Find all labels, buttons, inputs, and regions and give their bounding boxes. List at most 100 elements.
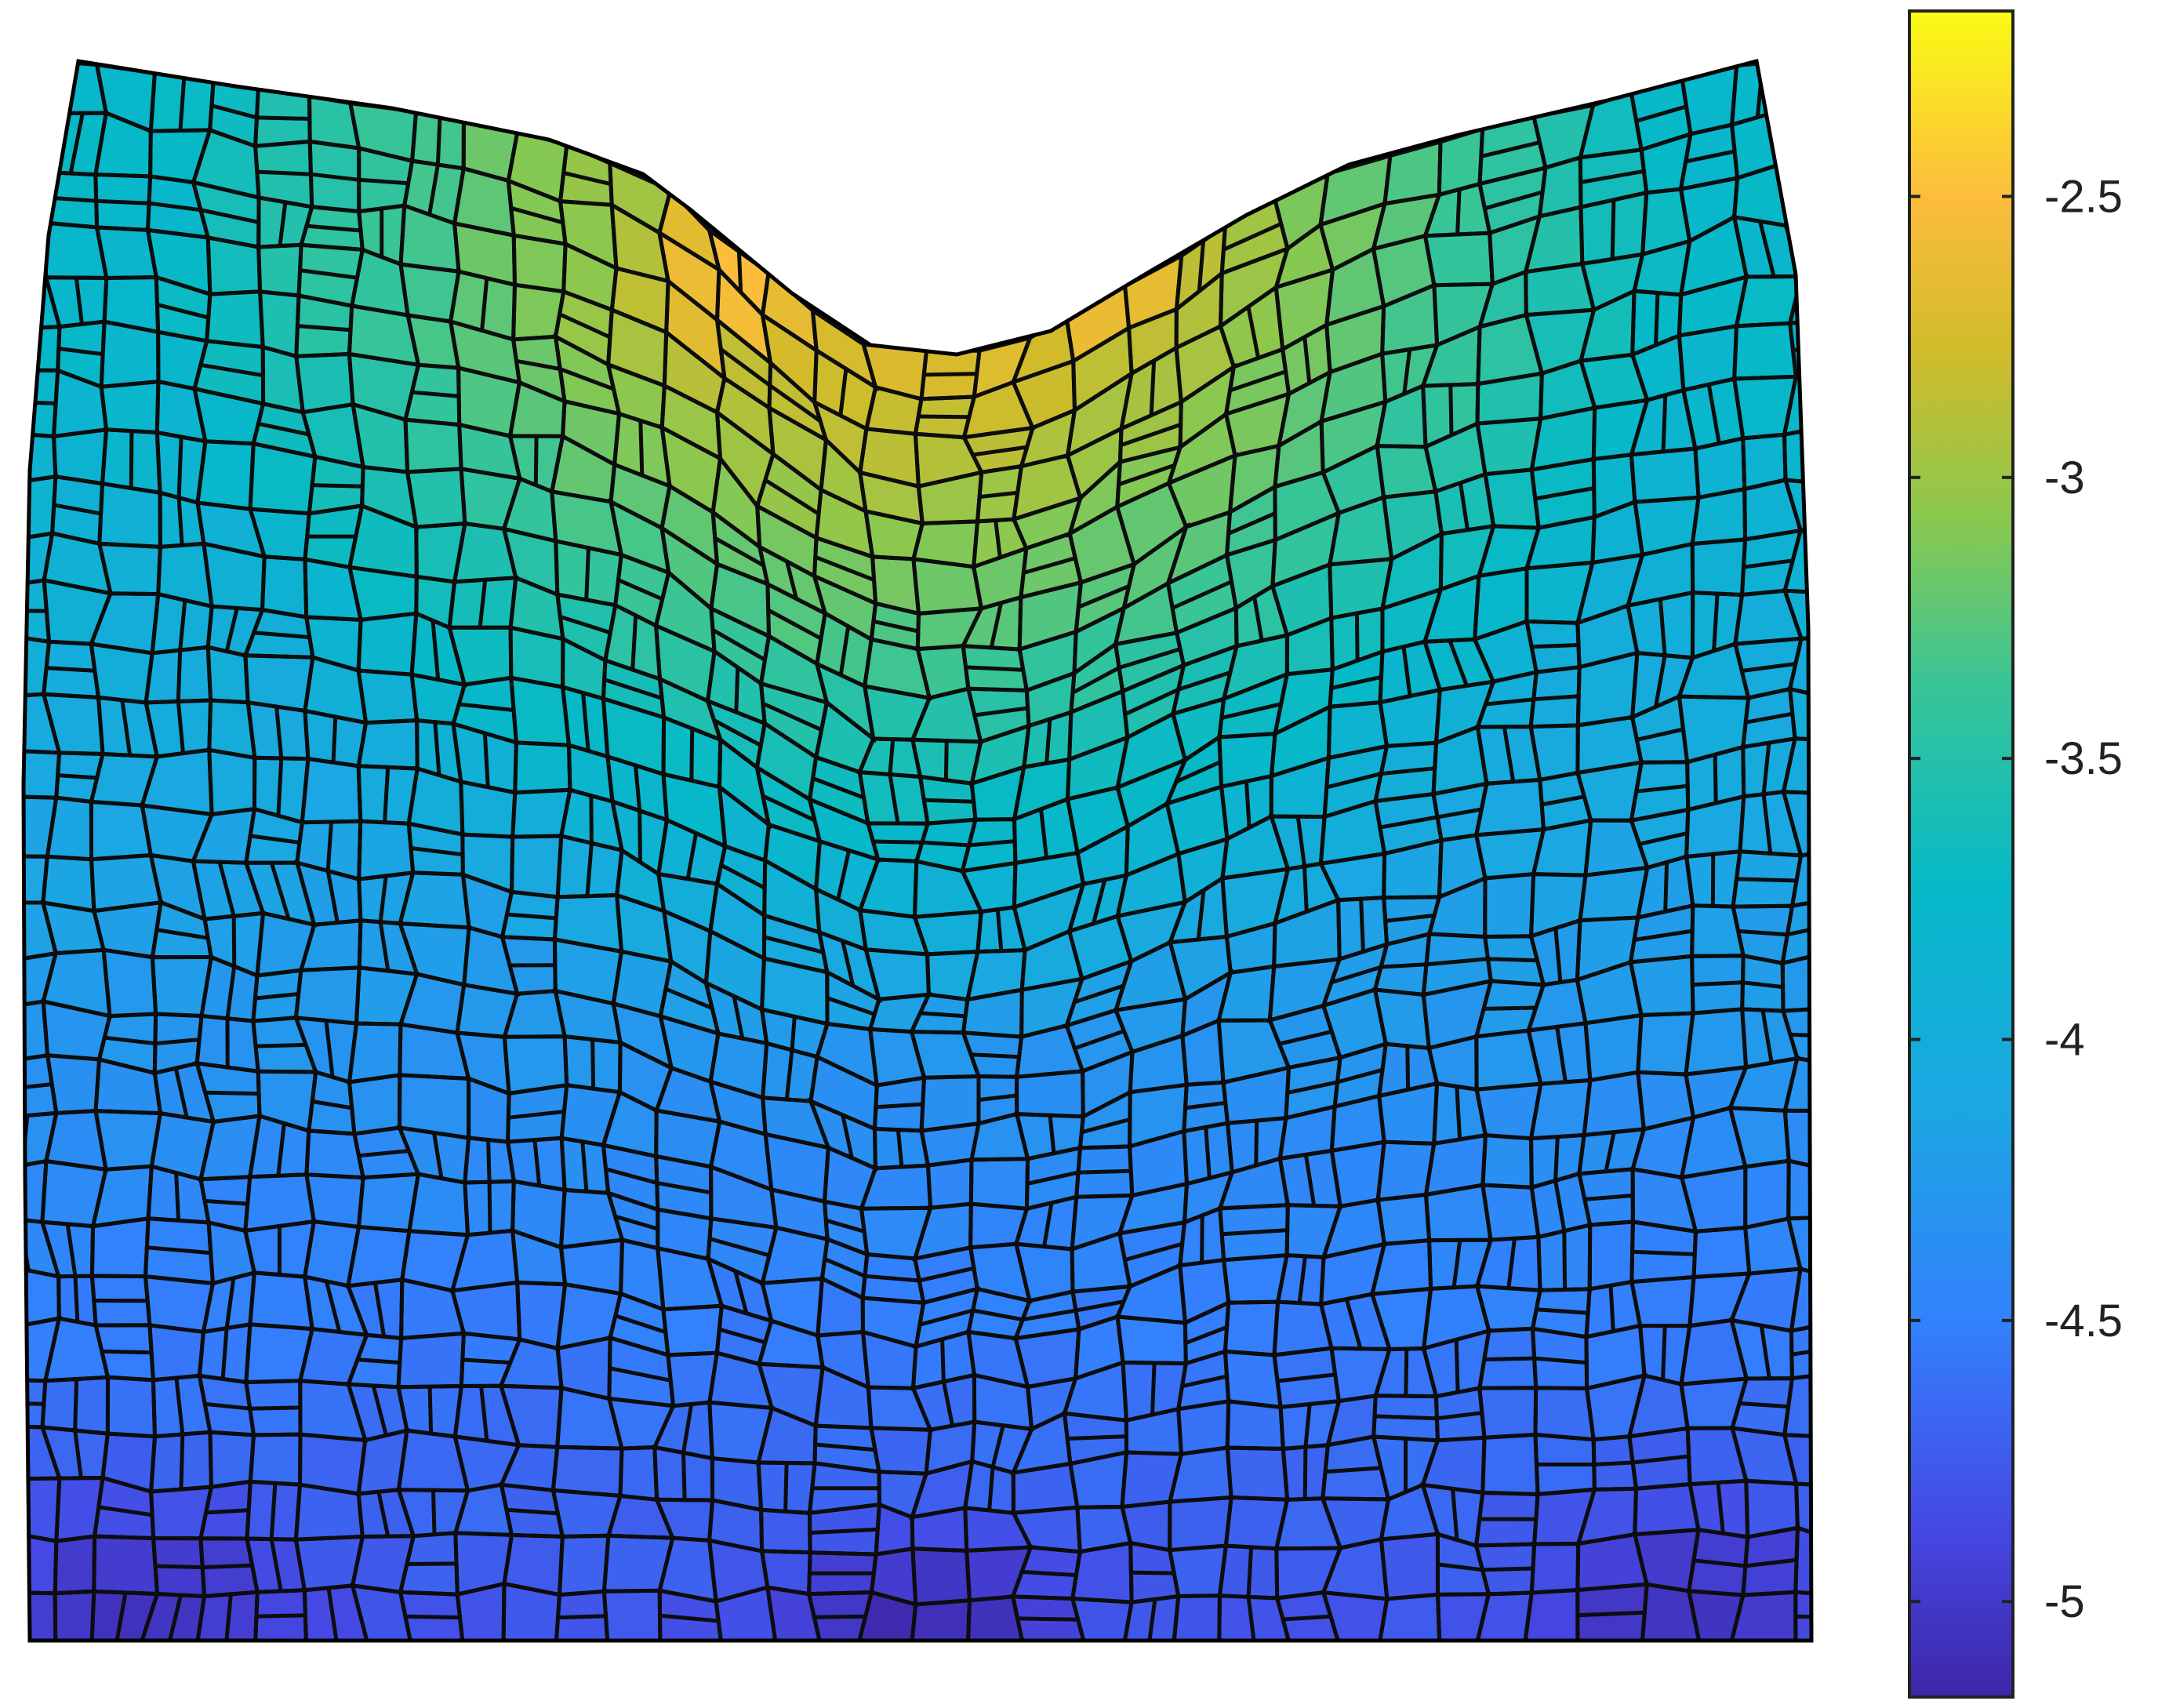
mesh-subdivision-edge (256, 169, 311, 176)
mesh-cell (198, 503, 265, 557)
mesh-subdivision-edge (1795, 294, 1811, 302)
mesh-cell (555, 291, 612, 365)
mesh-cell (208, 647, 249, 703)
mesh-cell (1582, 254, 1643, 311)
mesh-subdivision-edge (1451, 1240, 1462, 1288)
mesh-subdivision-edge (1042, 1202, 1054, 1248)
mesh-cell (558, 1337, 611, 1399)
mesh-subdivision-edge (53, 503, 102, 516)
mesh-subdivision-edge (278, 202, 288, 246)
mesh-cell (1422, 326, 1480, 387)
mesh-cell (764, 860, 819, 932)
mesh-cell (24, 1264, 60, 1330)
mesh-cell (1321, 402, 1386, 473)
mesh-cell-edge (1274, 1590, 1341, 1641)
mesh-cell (1226, 923, 1275, 973)
mesh-cell (1321, 801, 1385, 864)
mesh-cell (1531, 1080, 1590, 1139)
mesh-subdivision-edge (1454, 1339, 1460, 1393)
mesh-cell (1178, 838, 1227, 903)
mesh-subdivision-edge (989, 602, 1004, 649)
mesh-cell-edge (765, 1585, 823, 1641)
mesh-cell (1170, 878, 1227, 943)
mesh-subdivision-edge (427, 1386, 434, 1434)
mesh-subdivision-edge (888, 774, 900, 824)
mesh-cell (401, 1230, 468, 1291)
mesh-cell (24, 796, 56, 857)
mesh-subdivision-edge (479, 1386, 489, 1441)
mesh-cell (1383, 896, 1440, 945)
mesh-subdivision-edge (825, 1218, 865, 1234)
mesh-cell (24, 171, 46, 227)
mesh-cell (154, 1014, 202, 1074)
mesh-cell (1322, 1498, 1389, 1548)
mesh-cell (1331, 1142, 1385, 1207)
mesh-subdivision-edge (1553, 1136, 1560, 1181)
mesh-cell (1169, 1546, 1226, 1597)
mesh-cell-edge (1782, 588, 1811, 641)
mesh-cell (1274, 472, 1339, 540)
mesh-cell (657, 1248, 722, 1310)
mesh-subdivision-edge (178, 600, 187, 651)
mesh-cell (659, 1538, 717, 1601)
mesh-cell (42, 856, 94, 911)
mesh-subdivision-edge (1685, 149, 1735, 164)
mesh-cell (917, 645, 968, 699)
mesh-subdivision-edge (761, 794, 816, 823)
mesh-cell (514, 742, 570, 793)
mesh-cell (974, 1375, 1032, 1430)
mesh-cell-edge (1729, 1590, 1798, 1641)
mesh-subdivision-edge (1124, 1241, 1183, 1263)
mesh-cell (1169, 1497, 1232, 1550)
mesh-cell-edge (1782, 1056, 1811, 1113)
mesh-cell (979, 1076, 1017, 1124)
mesh-cell (1694, 1227, 1749, 1277)
mesh-cell (555, 990, 621, 1043)
mesh-subdivision-edge (761, 701, 823, 732)
mesh-subdivision-edge (224, 1594, 233, 1641)
mesh-cell (1124, 256, 1182, 329)
mesh-cell (1117, 447, 1181, 507)
mesh-cell (1120, 402, 1182, 462)
mesh-subdivision-edge (1480, 140, 1541, 158)
mesh-subdivision-edge (1120, 423, 1182, 448)
mesh-cell (810, 1101, 876, 1168)
mesh-cell (1692, 489, 1746, 544)
mesh-subdivision-edge (1071, 666, 1121, 695)
mesh-cell (24, 750, 60, 798)
mesh-cell (717, 846, 765, 916)
mesh-cell-edge (1070, 1596, 1135, 1641)
mesh-subdivision-edge (713, 718, 762, 747)
mesh-cell (300, 920, 361, 971)
mesh-cell-edge (1781, 790, 1811, 858)
mesh-cell (347, 1279, 402, 1339)
mesh-cell (817, 1332, 869, 1388)
mesh-cell (209, 750, 255, 815)
mesh-cell (1225, 1302, 1278, 1355)
mesh-cell (1578, 1488, 1637, 1544)
mesh-cell (1634, 1484, 1698, 1535)
mesh-cell-edge (1787, 634, 1811, 703)
mesh-cell (1067, 787, 1128, 853)
mesh-cell (449, 627, 511, 685)
mesh-subdivision-edge (154, 1564, 203, 1570)
mesh-cell (613, 951, 671, 1016)
mesh-cell (604, 1590, 660, 1641)
mesh-cell (662, 528, 718, 609)
mesh-cell (358, 1174, 419, 1231)
mesh-subdivision-edge (581, 692, 590, 751)
mesh-cell (1072, 1233, 1130, 1292)
mesh-subdivision-edge (300, 268, 358, 280)
mesh-subdivision-edge (888, 739, 896, 775)
mesh-cell (1067, 373, 1132, 456)
mesh-subdivision-edge (1302, 866, 1309, 912)
mesh-cell (1329, 497, 1392, 565)
mesh-cell (296, 354, 354, 412)
mesh-cell (1067, 737, 1128, 799)
mesh-subdivision-edge (709, 1237, 770, 1258)
mesh-subdivision-edge (1150, 1362, 1157, 1415)
mesh-subdivision-edge (45, 666, 96, 673)
mesh-cell (1383, 491, 1442, 559)
mesh-subdivision-edge (1404, 1348, 1409, 1397)
mesh-cell (563, 244, 616, 311)
